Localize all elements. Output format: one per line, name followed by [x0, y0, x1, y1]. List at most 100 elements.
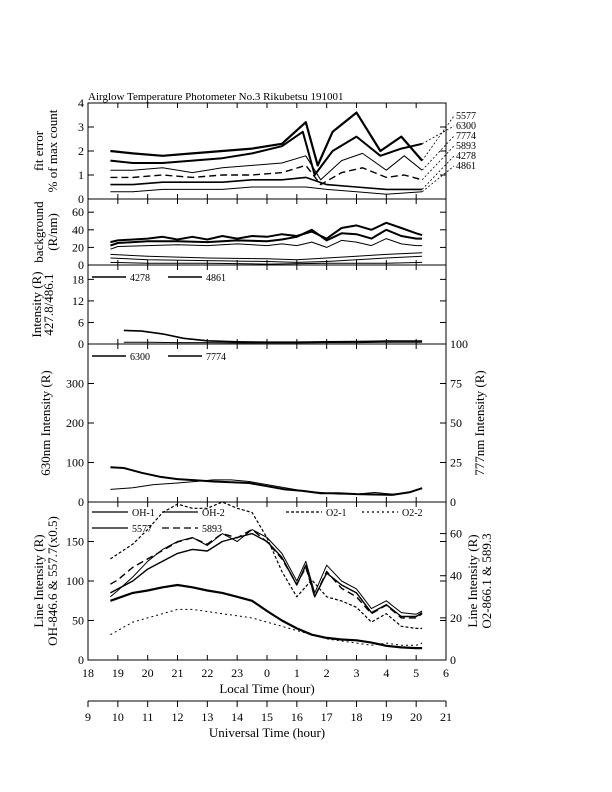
ut-axis-title: Universal Time (hour): [209, 725, 325, 740]
ut-tick-label: 9: [85, 710, 91, 724]
y-tick-label: 2: [78, 144, 84, 158]
y-right-tick-label: 40: [450, 569, 462, 583]
y-tick-label: 20: [72, 240, 84, 254]
series-end-label: 4278: [456, 151, 476, 162]
label-leader: [421, 155, 455, 190]
x-tick-label: 21: [172, 666, 184, 680]
chart-title: Airglow Temperature Photometer No.3 Riku…: [88, 91, 343, 103]
y-tick-label: 6: [78, 315, 84, 329]
series-line-4278: [123, 329, 423, 344]
y-tick-label: 18: [72, 272, 84, 286]
series-line-4278: [110, 176, 423, 191]
ut-tick-label: 12: [172, 710, 184, 724]
x-tick-label: 19: [112, 666, 124, 680]
y-axis-title-right: Line Intensity (R): [465, 534, 480, 627]
x-tick-label: 18: [82, 666, 94, 680]
series-line-4861: [123, 341, 423, 344]
y-axis-title: % of max count: [45, 109, 60, 192]
y-tick-label: 50: [72, 614, 84, 628]
series-line-4861: [110, 186, 423, 195]
legend-label: 5577: [132, 524, 152, 535]
legend-label: 4861: [206, 273, 226, 284]
x-tick-label: 5: [413, 666, 419, 680]
y-tick-label: 1: [78, 168, 84, 182]
series-line-OH-1: [110, 532, 423, 618]
series-line-bg-4: [110, 252, 423, 261]
label-leader: [421, 165, 455, 193]
series-line-O2-1: [110, 501, 423, 630]
panels-layer: Airglow Temperature Photometer No.3 Riku…: [29, 91, 494, 696]
y-right-tick-label: 0: [450, 495, 456, 509]
y-axis-title: OH-846.6 & 557.7(x0.5): [45, 516, 60, 646]
y-axis-title: background: [31, 201, 46, 263]
series-line-6300: [110, 466, 423, 496]
series-end-label: 4861: [456, 161, 476, 172]
ut-tick-label: 20: [410, 710, 422, 724]
y-right-tick-label: 50: [450, 416, 462, 430]
y-tick-label: 0: [78, 192, 84, 206]
legend-label: OH-2: [202, 508, 225, 519]
series-line-bg-3: [110, 238, 423, 250]
series-line-bg-1: [110, 221, 423, 244]
y-axis-title: (R/nm): [45, 213, 60, 251]
y-tick-label: 300: [66, 377, 84, 391]
y-tick-label: 100: [66, 456, 84, 470]
legend-label: 5893: [202, 524, 222, 535]
legend-label: OH-1: [132, 508, 155, 519]
series-line-bg-6: [110, 261, 423, 265]
y-axis-title: 630nm Intensity (R): [38, 370, 53, 475]
ut-tick-label: 11: [142, 710, 154, 724]
y-axis-title: Intensity (R): [29, 271, 44, 337]
y-right-tick-label: 20: [450, 611, 462, 625]
x-axis-title: Local Time (hour): [219, 681, 314, 696]
y-tick-label: 60: [72, 205, 84, 219]
y-axis-title-right: O2-866.1 & 589.3: [479, 533, 494, 628]
ut-tick-label: 17: [321, 710, 333, 724]
ut-tick-label: 14: [231, 710, 243, 724]
y-tick-label: 3: [78, 120, 84, 134]
ut-tick-label: 18: [351, 710, 363, 724]
series-end-label: 7774: [456, 131, 476, 142]
series-line-bg-5: [110, 255, 423, 263]
y-right-tick-label: 100: [450, 337, 468, 351]
series-end-label: 5893: [456, 141, 476, 152]
panel-4: 0 100 200 300 0 25 50 75 100 630nm Intensity (R) 7…: [38, 337, 487, 509]
series-line-5577: [110, 111, 423, 167]
x-tick-label: 4: [383, 666, 389, 680]
ut-tick-label: 16: [291, 710, 303, 724]
x-tick-label: 1: [294, 666, 300, 680]
x-tick-label: 22: [201, 666, 213, 680]
y-right-tick-label: 25: [450, 456, 462, 470]
series-line-O2-2: [110, 608, 423, 646]
legend-label: 4278: [130, 273, 150, 284]
label-leader: [421, 145, 455, 181]
ut-tick-label: 19: [380, 710, 392, 724]
label-leader: [421, 125, 455, 145]
y-tick-label: 0: [78, 258, 84, 272]
ut-tick-label: 15: [261, 710, 273, 724]
legend-label: O2-2: [402, 508, 423, 519]
y-axis-title: 427.8/486.1: [41, 273, 56, 335]
y-axis-title: fit error: [31, 130, 46, 171]
series-line-5893: [110, 164, 423, 186]
series-end-label: 6300: [456, 121, 476, 132]
x-tick-label: 6: [443, 666, 449, 680]
y-tick-label: 0: [78, 653, 84, 667]
y-tick-label: 200: [66, 416, 84, 430]
series-line-bg-2: [110, 228, 423, 247]
ut-tick-label: 21: [440, 710, 452, 724]
y-tick-label: 150: [66, 535, 84, 549]
series-line-OH-2: [110, 529, 423, 615]
series-line-6300: [110, 130, 423, 176]
legend-label: 7774: [206, 352, 226, 363]
panel-1: 0 1 2 3 4 fit error% of max count 557763007774…: [31, 96, 476, 206]
series-line-5893: [110, 528, 423, 619]
panel-3: 0 6 12 18 Intensity (R)427.8/486.1 4278 4861: [29, 264, 447, 351]
legend-label: O2-1: [326, 508, 347, 519]
y-right-tick-label: 60: [450, 527, 462, 541]
y-right-tick-label: 75: [450, 377, 462, 391]
ut-tick-label: 13: [201, 710, 213, 724]
y-tick-label: 12: [72, 294, 84, 308]
